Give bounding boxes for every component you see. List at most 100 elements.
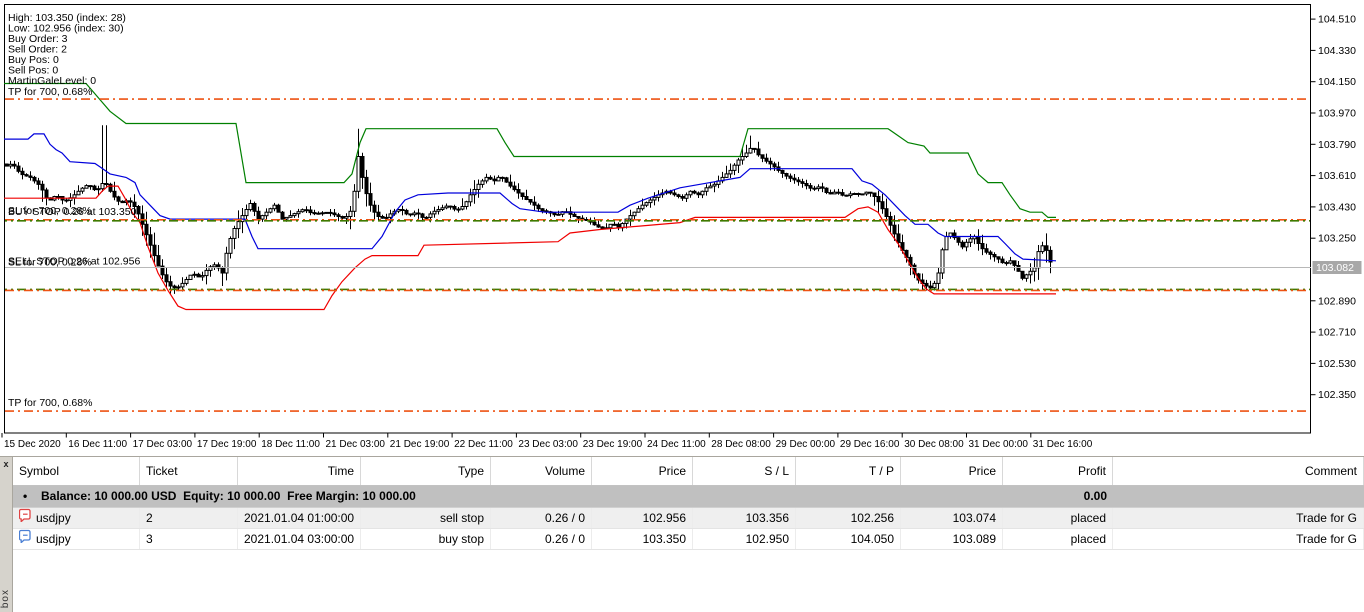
candle-body: [296, 211, 301, 215]
middle-channel-line: [4, 133, 1057, 262]
balance-row[interactable]: • Balance: 10 000.00 USD Equity: 10 000.0…: [13, 486, 1364, 508]
candle-body: [360, 156, 365, 178]
candle-body: [244, 209, 249, 217]
candle-body: [964, 241, 969, 248]
x-tick-label: 18 Dec 11:00: [261, 439, 320, 450]
candle-body: [576, 216, 581, 219]
candle-body: [328, 211, 333, 214]
candle-body: [884, 208, 889, 217]
sl-cell: 103.356: [693, 508, 796, 528]
candle-body: [20, 170, 25, 176]
chart-info-line: High: 103.350 (index: 28): [8, 12, 126, 24]
close-icon[interactable]: x: [3, 459, 9, 469]
candle-body: [492, 178, 497, 182]
candle-body: [408, 213, 413, 216]
balance-bullet-icon: •: [23, 489, 28, 503]
column-header-sl[interactable]: S / L: [693, 457, 796, 485]
x-tick-label: 31 Dec 00:00: [969, 439, 1029, 450]
candle-body: [284, 216, 289, 220]
candle-body: [844, 194, 849, 197]
order-row[interactable]: usdjpy 2 2021.01.04 01:00:00 sell stop 0.26 …: [13, 508, 1364, 529]
candle-body: [496, 176, 501, 182]
candle-body: [880, 201, 885, 210]
candle-body: [96, 188, 101, 191]
column-header-time[interactable]: Time: [238, 457, 361, 485]
x-tick-label: 17 Dec 19:00: [197, 439, 257, 450]
candle-body: [264, 211, 269, 217]
profit-cell: placed: [1003, 508, 1113, 528]
column-header-price[interactable]: Price: [592, 457, 693, 485]
candle-body: [1028, 270, 1033, 276]
candle-body: [488, 176, 493, 180]
candle-body: [852, 193, 857, 195]
candle-body: [32, 176, 37, 182]
candle-body: [36, 180, 41, 185]
type-cell: sell stop: [361, 508, 491, 528]
time-cell: 2021.01.04 03:00:00: [238, 529, 361, 549]
candle-body: [456, 208, 461, 211]
candle-body: [700, 190, 705, 196]
candle-body: [172, 285, 177, 289]
candle-body: [192, 273, 197, 276]
candle-body: [152, 244, 157, 257]
candle-body: [260, 215, 265, 220]
candle-body: [756, 148, 761, 156]
candle-body: [136, 206, 141, 215]
candle-body: [524, 196, 529, 200]
candle-body: [324, 211, 329, 214]
sl-level-label: SL for 700, 0.28%: [8, 256, 92, 268]
candle-body: [132, 201, 137, 207]
x-tick-label: 21 Dec 19:00: [390, 439, 450, 450]
candle-body: [752, 147, 757, 150]
candle-body: [1016, 265, 1021, 272]
order-level-label: SELL STOP 0.26 at 102.956: [8, 255, 140, 267]
price-cell: 103.350: [592, 529, 693, 549]
candle-body: [848, 193, 853, 197]
candle-body: [164, 274, 169, 283]
toolbox-tab[interactable]: box: [0, 588, 11, 608]
candle-body: [432, 210, 437, 215]
candle-body: [424, 216, 429, 219]
symbol-cell: usdjpy: [13, 529, 140, 549]
candle-body: [876, 196, 881, 203]
candle-body: [276, 204, 281, 213]
ticket-cell: 2: [140, 508, 238, 528]
buy-order-icon: [18, 529, 31, 549]
candle-body: [896, 233, 901, 244]
candle-body: [760, 154, 765, 159]
price-chart-svg[interactable]: TP for 700, 0.68%SL for 700, 0.28%BUY ST…: [0, 0, 1364, 456]
candle-body: [1020, 270, 1025, 279]
column-header-symbol[interactable]: Symbol: [13, 457, 140, 485]
candle-body: [372, 204, 377, 213]
column-header-ticket[interactable]: Ticket: [140, 457, 238, 485]
candle-body: [504, 177, 509, 183]
candle-body: [644, 202, 649, 206]
candle-body: [772, 163, 777, 168]
lower-channel-line: [4, 185, 1056, 311]
candle-body: [784, 173, 789, 177]
candle-body: [80, 187, 85, 192]
candle-body: [44, 189, 49, 199]
column-header-comment[interactable]: Comment: [1113, 457, 1364, 485]
column-header-price[interactable]: Price: [901, 457, 1003, 485]
candle-body: [984, 248, 989, 253]
x-tick-label: 24 Dec 11:00: [647, 439, 706, 450]
toolbox-panel: x box Symbol Ticket Time Type Volume Price S /…: [0, 456, 1364, 612]
column-header-tp[interactable]: T / P: [796, 457, 901, 485]
candle-body: [612, 223, 617, 226]
candle-body: [856, 193, 861, 195]
order-row[interactable]: usdjpy 3 2021.01.04 03:00:00 buy stop 0.26 /…: [13, 529, 1364, 550]
candle-body: [1024, 274, 1029, 279]
column-header-type[interactable]: Type: [361, 457, 491, 485]
candle-body: [304, 209, 309, 212]
x-tick-label: 29 Dec 16:00: [840, 439, 900, 450]
y-tick-label: 102.890: [1318, 295, 1356, 307]
column-header-volume[interactable]: Volume: [491, 457, 592, 485]
column-header-profit[interactable]: Profit: [1003, 457, 1113, 485]
candle-body: [412, 212, 417, 216]
candle-body: [928, 285, 933, 289]
tp-level-label: TP for 700, 0.68%: [8, 397, 92, 409]
y-tick-label: 102.710: [1318, 327, 1356, 339]
candle-body: [40, 183, 45, 191]
